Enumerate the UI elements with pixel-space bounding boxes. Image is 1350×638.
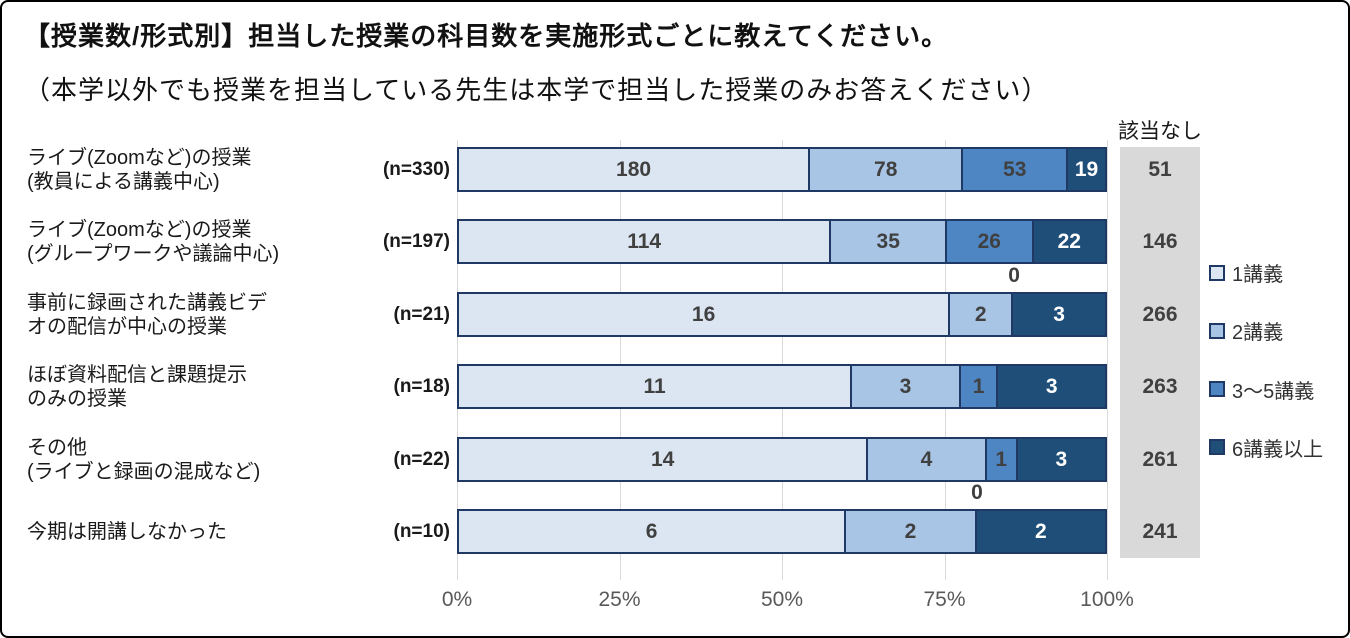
bar-segment: 35 [831,221,948,262]
bar-segment: 53 [963,149,1069,190]
chart-title-line1: 【授業数/形式別】担当した授業の科目数を実施形式ごとに教えてください。 [24,21,949,51]
stacked-bar: 14 4 1 3 [457,437,1107,482]
category-label-line: 今期は開講しなかった [27,520,227,543]
category-label: ライブ(Zoomなど)の授業 (教員による講義中心) [27,146,367,194]
n-count-label: (n=330) [382,158,450,180]
bar-segment: 78 [810,149,964,190]
category-label-line: その他 [27,436,87,459]
gridline [782,140,783,580]
category-label-line: ライブ(Zoomなど)の授業 [27,218,252,241]
chart-title-line2: （本学以外でも授業を担当している先生は本学で担当した授業のみお答えください） [24,75,1049,105]
category-label: 今期は開講しなかった [27,520,367,544]
legend-swatch-icon [1209,264,1225,281]
zero-value-annotation: 0 [1008,264,1020,287]
na-column: 51 146 266 263 261 241 [1120,147,1200,558]
n-count-label: (n=10) [393,520,451,542]
bar-segment: 2 [976,511,1106,552]
bar-segment: 1 [960,366,999,407]
bar-segment: 3 [852,366,961,407]
bar-segment: 1 [986,439,1018,480]
category-label: その他 (ライブと録画の混成など) [27,436,367,484]
bar-segment: 26 [947,221,1034,262]
category-label-line: ほぼ資料配信と課題提示 [27,363,247,386]
x-axis-tick-label: 50% [760,588,804,611]
bar-segment: 180 [459,149,811,190]
legend-swatch-icon [1209,322,1225,339]
stacked-bar: 114 35 26 22 [457,219,1107,264]
na-value: 241 [1142,519,1178,543]
bar-segment: 19 [1068,149,1105,190]
gridline [1107,140,1108,580]
category-label-line: オの配信が中心の授業 [27,315,227,338]
x-axis-tick-label: 100% [1080,588,1134,611]
legend-label: 2講義 [1232,322,1284,345]
stacked-bar: 16 2 3 [457,292,1107,337]
legend-label: 1講義 [1232,264,1284,286]
bar-segment: 3 [1013,294,1105,335]
bar-segment: 4 [868,439,987,480]
n-count-label: (n=21) [393,303,451,325]
na-value: 51 [1148,157,1172,181]
na-value: 146 [1142,229,1178,253]
legend-swatch-icon [1209,439,1225,456]
na-value: 263 [1142,374,1178,398]
category-label: ほぼ資料配信と課題提示 のみの授業 [27,363,367,411]
bar-segment: 3 [1017,439,1105,480]
gridline [944,140,946,580]
na-value: 261 [1142,447,1178,471]
bar-segment: 16 [459,294,951,335]
legend-item: 3〜5講義 [1209,375,1314,404]
legend-item: 1講義 [1209,258,1283,287]
bar-segment: 14 [459,439,869,480]
gridline [619,140,621,580]
bar-segment: 6 [459,511,847,552]
bar-segment: 114 [459,221,832,262]
legend-label: 3〜5講義 [1232,380,1315,403]
zero-value-annotation: 0 [971,481,983,504]
category-label-line: (ライブと録画の混成など) [27,460,261,483]
gridline [457,140,458,580]
n-count-label: (n=197) [382,230,450,252]
category-label-line: のみの授業 [27,387,127,410]
stacked-bar: 180 78 53 19 [457,147,1107,192]
x-axis-tick-label: 25% [598,588,641,611]
n-count-label: (n=18) [393,375,451,397]
category-label: ライブ(Zoomなど)の授業 (グループワークや議論中心) [27,218,367,266]
n-count-label: (n=22) [393,448,451,470]
bar-segment: 11 [459,366,853,407]
legend-item: 2講義 [1209,316,1283,345]
category-label: 事前に録画された講義ビデ オの配信が中心の授業 [27,291,367,339]
category-label-line: (教員による講義中心) [27,170,220,193]
bar-segment: 3 [998,366,1106,407]
legend-label: 6講義以上 [1232,438,1324,461]
category-label-line: 事前に録画された講義ビデ [27,291,267,314]
bar-segment: 2 [846,511,977,552]
category-label-line: (グループワークや議論中心) [27,242,280,265]
na-value: 266 [1142,302,1178,326]
x-axis-tick-label: 0% [441,588,473,611]
category-label-line: ライブ(Zoomなど)の授業 [27,146,252,169]
bar-segment: 22 [1033,221,1105,262]
legend-item: 6講義以上 [1209,433,1323,462]
stacked-bar: 11 3 1 3 [457,364,1107,409]
x-axis-tick-label: 75% [923,588,966,611]
bar-segment: 2 [950,294,1014,335]
legend-swatch-icon [1209,381,1225,398]
na-column-header: 該当なし [1118,120,1202,143]
